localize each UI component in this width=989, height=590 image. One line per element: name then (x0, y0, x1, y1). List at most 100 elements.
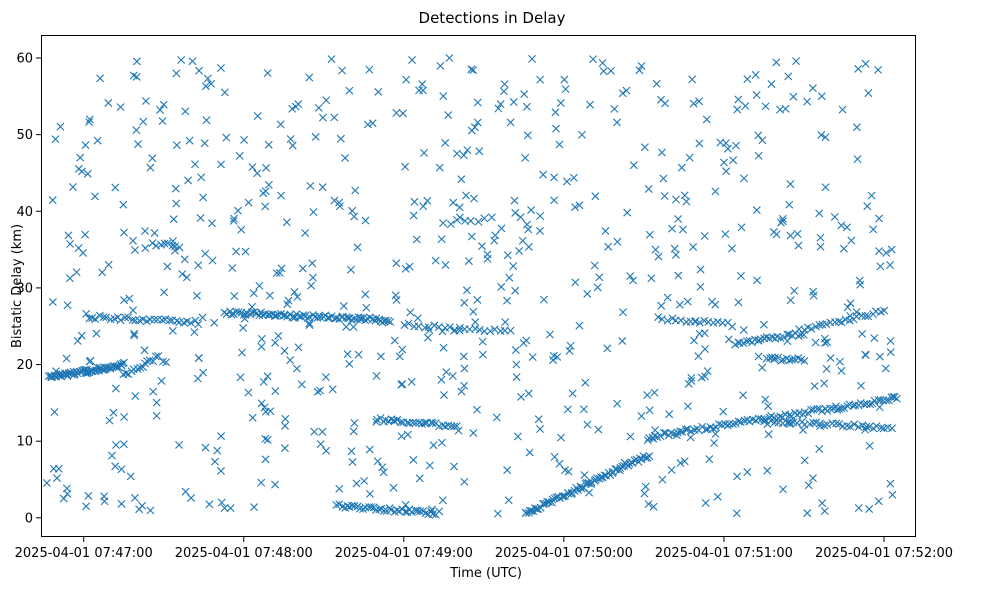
detection-marker (879, 396, 888, 405)
detection-marker (436, 61, 445, 70)
detection-marker (134, 140, 143, 149)
detection-marker (138, 363, 147, 372)
detection-marker (853, 155, 862, 164)
detection-marker (568, 389, 577, 398)
detection-marker (104, 99, 113, 108)
detection-marker (786, 180, 795, 189)
detection-marker (408, 418, 417, 427)
detection-marker (477, 242, 486, 251)
detection-marker (429, 441, 438, 450)
detection-marker (816, 419, 824, 428)
detection-marker (168, 237, 177, 246)
detection-marker (822, 364, 831, 373)
detection-marker (303, 314, 312, 323)
detection-marker (401, 162, 410, 171)
detection-marker (759, 320, 768, 329)
detection-marker (504, 496, 513, 505)
detection-marker (503, 251, 512, 260)
detection-marker (126, 472, 135, 481)
detection-marker (691, 317, 700, 326)
detection-marker (378, 463, 387, 472)
detection-marker (464, 257, 473, 266)
detection-marker (380, 506, 389, 515)
detection-marker (301, 229, 310, 238)
detection-marker (473, 405, 482, 414)
detection-marker (330, 196, 339, 205)
detection-marker (795, 325, 804, 334)
detection-marker (783, 337, 792, 346)
detection-marker (131, 392, 140, 401)
detection-marker (199, 368, 208, 377)
detection-marker (783, 330, 792, 339)
detection-marker (62, 354, 71, 363)
detection-marker (188, 57, 197, 66)
detection-marker (350, 212, 359, 221)
detection-marker (556, 433, 565, 442)
detection-marker (372, 417, 381, 426)
detection-marker (467, 65, 476, 74)
detection-marker (729, 420, 738, 429)
detection-marker (401, 507, 410, 516)
detection-marker (857, 381, 866, 390)
detection-marker (460, 477, 469, 486)
detection-marker (119, 358, 128, 367)
detection-marker (626, 432, 635, 441)
detection-marker (683, 297, 692, 306)
detection-marker (408, 56, 417, 65)
detection-marker (713, 317, 722, 326)
detection-marker (81, 230, 90, 239)
detection-markers (42, 54, 901, 519)
detection-marker (758, 363, 767, 372)
detection-marker (196, 214, 205, 223)
detection-marker (131, 246, 139, 255)
detection-marker (550, 452, 559, 461)
detection-marker (230, 292, 239, 301)
detection-marker (205, 500, 214, 509)
detection-marker (515, 246, 524, 255)
detection-marker (288, 104, 297, 113)
detection-marker (500, 326, 509, 335)
detection-marker (56, 122, 65, 131)
detection-marker (286, 135, 295, 144)
detection-marker (220, 504, 229, 513)
detection-marker (672, 195, 681, 204)
detection-marker (581, 378, 590, 387)
detection-marker (668, 224, 677, 233)
detection-marker (785, 330, 794, 339)
detection-marker (207, 79, 216, 88)
detection-marker (455, 213, 464, 222)
detection-marker (564, 467, 573, 476)
detection-marker (864, 89, 873, 98)
detection-marker (686, 433, 695, 442)
detection-marker (886, 479, 895, 488)
detection-marker (172, 199, 181, 208)
detection-marker (362, 303, 371, 312)
detection-marker (448, 372, 457, 381)
detection-marker (676, 459, 685, 468)
detection-marker (690, 336, 699, 345)
detection-marker (629, 276, 638, 285)
detection-marker (672, 431, 681, 440)
detection-marker (843, 303, 852, 312)
detection-marker (236, 373, 245, 382)
detection-marker (217, 466, 226, 475)
detection-marker (234, 206, 242, 215)
detection-marker (473, 98, 482, 107)
detection-marker (872, 422, 881, 431)
y-axis-ticks: 0 10 20 30 40 50 60 (16, 51, 41, 526)
detection-marker (200, 139, 209, 148)
detection-marker (520, 90, 529, 99)
detection-marker (861, 59, 870, 68)
detection-marker (663, 316, 672, 325)
detection-marker (111, 183, 120, 192)
detection-marker (220, 88, 229, 97)
y-tick-label: 10 (16, 435, 33, 450)
detection-marker (341, 153, 350, 162)
detection-marker (445, 54, 454, 63)
detection-marker (48, 298, 57, 307)
detection-marker (428, 419, 437, 428)
detection-marker (470, 194, 479, 203)
detection-marker (378, 318, 387, 327)
detection-marker (688, 75, 697, 84)
detection-marker (107, 451, 116, 460)
